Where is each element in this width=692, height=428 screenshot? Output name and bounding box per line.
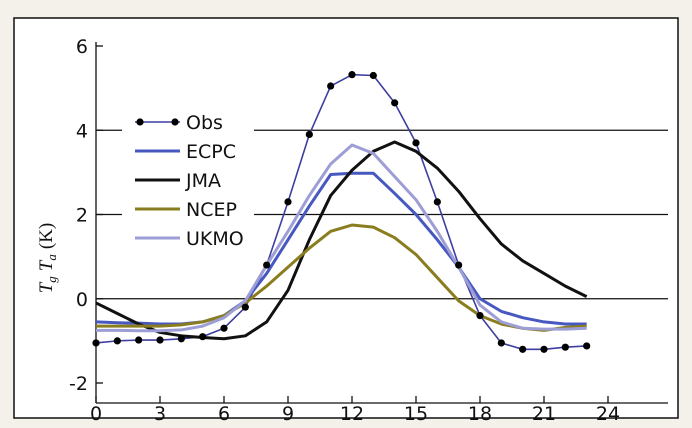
data-point-obs — [284, 198, 292, 206]
data-point-obs — [476, 312, 484, 320]
y-tick-label: 6 — [76, 36, 88, 58]
x-tick-label: 15 — [404, 403, 428, 425]
x-tick-label: 18 — [468, 403, 492, 425]
y-tick-label: -2 — [69, 373, 88, 395]
x-tick-label: 9 — [282, 403, 294, 425]
data-point-obs — [220, 324, 228, 332]
y-axis-label: TgTa(K) — [36, 223, 59, 294]
y-tick-label: 0 — [76, 289, 88, 311]
legend-marker-obs — [171, 118, 179, 126]
data-point-obs — [369, 71, 377, 80]
data-point-obs — [327, 82, 335, 90]
data-point-obs — [241, 303, 249, 311]
x-tick-label: 12 — [340, 403, 364, 425]
data-point-obs — [113, 337, 121, 345]
legend-label-ukmo: UKMO — [186, 228, 244, 250]
series-lines — [95, 73, 588, 351]
legend-label-jma: JMA — [185, 170, 221, 192]
legend: Obs ECPC JMA NCEP UKMO — [135, 112, 244, 250]
data-point-obs — [412, 139, 420, 147]
y-tick-label: 2 — [76, 205, 88, 227]
legend-label-ecpc: ECPC — [186, 141, 236, 163]
x-tick-label: 3 — [154, 403, 166, 425]
data-point-obs — [391, 99, 399, 107]
data-point-obs — [433, 198, 441, 206]
x-tick-label: 21 — [532, 403, 556, 425]
data-point-obs — [156, 336, 164, 344]
y-tick-label: 4 — [76, 120, 88, 142]
data-point-obs — [348, 71, 356, 79]
data-point-obs — [497, 339, 505, 347]
x-tick-label: 0 — [90, 403, 102, 425]
x-tick-label: 6 — [218, 403, 230, 425]
legend-background — [122, 102, 254, 262]
legend-label-obs: Obs — [186, 112, 223, 134]
legend-label-ncep: NCEP — [186, 199, 237, 221]
data-point-obs — [561, 343, 569, 351]
legend-marker-obs — [136, 118, 144, 126]
data-point-obs — [540, 345, 548, 353]
data-point-obs — [92, 339, 100, 347]
series-line-ukmo — [96, 143, 587, 333]
data-point-obs — [135, 336, 143, 344]
x-tick-label: 24 — [596, 403, 620, 425]
series-line-jma — [95, 140, 588, 341]
data-point-obs — [455, 261, 463, 269]
series-markers — [92, 71, 591, 353]
data-point-obs — [199, 333, 207, 341]
series-line-ncep — [96, 223, 587, 332]
data-point-obs — [519, 345, 527, 353]
legend-box — [122, 102, 254, 262]
data-point-obs — [263, 261, 271, 269]
data-point-obs — [177, 335, 185, 343]
data-point-obs — [305, 130, 313, 139]
axes — [95, 42, 668, 404]
data-point-obs — [583, 342, 591, 350]
